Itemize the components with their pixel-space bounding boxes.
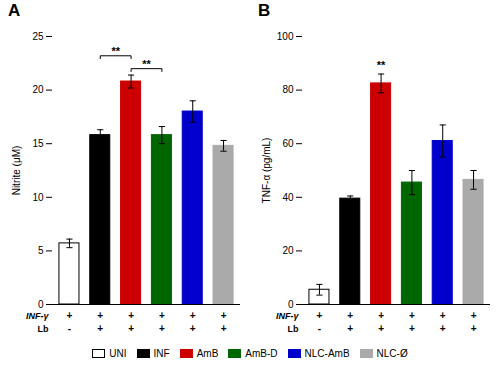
svg-text:+: + [378,310,384,321]
svg-text:**: ** [111,45,120,57]
svg-text:+: + [128,323,134,334]
svg-text:25: 25 [32,31,44,42]
svg-text:+: + [159,323,165,334]
svg-text:60: 60 [282,138,294,149]
svg-text:+: + [221,310,227,321]
svg-text:10: 10 [32,192,44,203]
svg-text:+: + [347,323,353,334]
svg-text:INF-γ: INF-γ [276,311,299,321]
svg-text:20: 20 [32,84,44,95]
svg-text:+: + [471,310,477,321]
svg-text:40: 40 [282,192,294,203]
svg-text:TNF-α (pg/mL): TNF-α (pg/mL) [261,138,272,204]
svg-text:+: + [128,310,134,321]
svg-text:Lb: Lb [38,324,49,334]
svg-text:**: ** [142,58,151,70]
svg-text:+: + [440,310,446,321]
svg-text:80: 80 [282,84,294,95]
html-text:AmB: AmB [196,348,219,359]
svg-text:+: + [409,323,415,334]
svg-text:+: + [221,323,227,334]
svg-text:+: + [190,310,196,321]
svg-text:+: + [440,323,446,334]
html-text:UNI: UNI [109,348,127,359]
svg-text:+: + [409,310,415,321]
html-text:NLC-AmB: NLC-AmB [304,348,350,359]
html-text:AmB-D: AmB-D [245,348,278,359]
svg-text:15: 15 [32,138,44,149]
svg-text:+: + [67,310,73,321]
svg-text:100: 100 [277,31,294,42]
svg-text:+: + [317,310,323,321]
svg-text:-: - [318,323,321,334]
svg-text:+: + [378,323,384,334]
html-text:INF: INF [153,348,170,359]
svg-text:+: + [190,323,196,334]
svg-text:**: ** [377,59,386,71]
svg-text:-: - [68,323,71,334]
svg-text:+: + [97,323,103,334]
svg-text:INF-γ: INF-γ [26,311,49,321]
svg-text:+: + [347,310,353,321]
svg-text:+: + [471,323,477,334]
svg-text:20: 20 [282,245,294,256]
svg-text:Lb: Lb [288,324,299,334]
html-text:A: A [8,1,21,20]
svg-text:5: 5 [38,245,44,256]
svg-text:Nitrite (μM): Nitrite (μM) [11,146,22,196]
svg-text:0: 0 [288,299,294,310]
html-text:B: B [258,1,271,20]
html-text:NLC-Ø: NLC-Ø [376,348,408,359]
svg-text:0: 0 [38,299,44,310]
svg-text:+: + [159,310,165,321]
svg-text:+: + [97,310,103,321]
